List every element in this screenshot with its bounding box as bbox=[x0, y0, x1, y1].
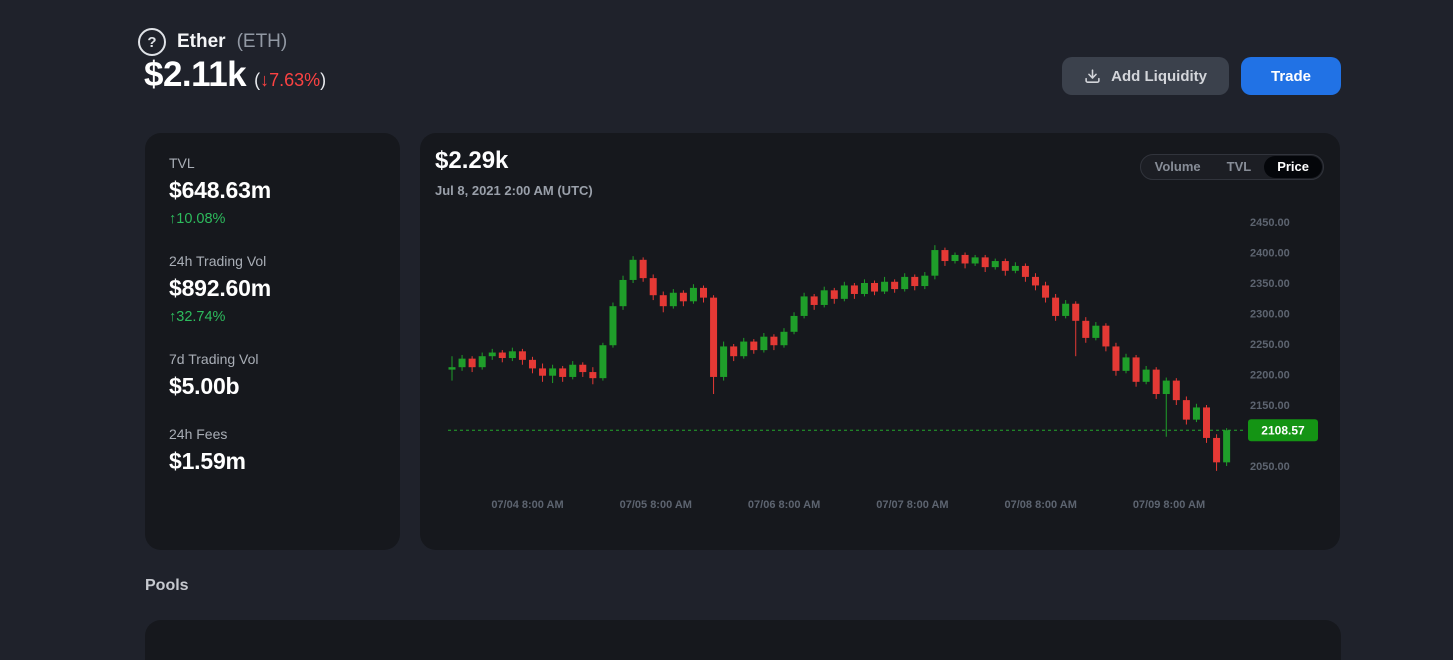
svg-text:07/08 8:00 AM: 07/08 8:00 AM bbox=[1005, 499, 1077, 511]
token-analytics-page: { "header": { "token_icon_glyph": "?", "… bbox=[138, 28, 1341, 660]
price-chart-svg[interactable]: 2450.00 2400.00 2350.00 2300.00 2250.00 2200.… bbox=[420, 133, 1340, 550]
stat-value: $1.59m bbox=[169, 448, 246, 474]
svg-text:2300.00: 2300.00 bbox=[1250, 309, 1290, 321]
svg-text:2250.00: 2250.00 bbox=[1250, 339, 1290, 351]
trade-button[interactable]: Trade bbox=[1241, 57, 1341, 95]
svg-text:07/05 8:00 AM: 07/05 8:00 AM bbox=[620, 499, 692, 511]
svg-text:07/04 8:00 AM: 07/04 8:00 AM bbox=[491, 499, 563, 511]
token-price-row: $2.11k (↓7.63%) bbox=[144, 55, 326, 95]
stat-7d-volume: 7d Trading Vol $5.00b bbox=[169, 351, 376, 400]
svg-text:2200.00: 2200.00 bbox=[1250, 370, 1290, 382]
svg-text:2050.00: 2050.00 bbox=[1250, 461, 1290, 473]
svg-text:07/07 8:00 AM: 07/07 8:00 AM bbox=[876, 499, 948, 511]
token-name: Ether bbox=[177, 31, 226, 52]
svg-text:2108.57: 2108.57 bbox=[1261, 423, 1305, 437]
stat-value: $5.00b bbox=[169, 373, 240, 399]
stat-value: $892.60m bbox=[169, 275, 271, 301]
chart-mode-toggle: Volume TVL Price bbox=[1139, 154, 1324, 180]
stat-24h-volume: 24h Trading Vol $892.60m ↑32.74% bbox=[169, 253, 376, 325]
price-change-value: ↓7.63% bbox=[260, 70, 321, 90]
price-change: (↓7.63%) bbox=[254, 70, 326, 91]
svg-text:2350.00: 2350.00 bbox=[1250, 278, 1290, 290]
token-symbol: (ETH) bbox=[236, 31, 288, 52]
pools-heading: Pools bbox=[145, 577, 189, 594]
trade-label: Trade bbox=[1270, 67, 1312, 85]
stat-tvl: TVL $648.63m ↑10.08% bbox=[169, 155, 376, 227]
price-change-close-paren: ) bbox=[320, 70, 327, 90]
toggle-option-volume[interactable]: Volume bbox=[1154, 159, 1201, 174]
header-actions: Add Liquidity Trade bbox=[1062, 57, 1341, 95]
chart-hover-date: Jul 8, 2021 2:00 AM (UTC) bbox=[435, 183, 593, 198]
add-liquidity-label: Add Liquidity bbox=[1111, 67, 1207, 85]
toggle-option-tvl[interactable]: TVL bbox=[1226, 159, 1252, 174]
price-change-open-paren: ( bbox=[254, 70, 261, 90]
stat-24h-fees: 24h Fees $1.59m bbox=[169, 426, 376, 475]
stat-label: 24h Fees bbox=[169, 426, 228, 442]
token-price: $2.11k bbox=[144, 55, 247, 94]
token-header: ? Ether (ETH) bbox=[138, 28, 287, 56]
stat-label: 7d Trading Vol bbox=[169, 351, 259, 367]
svg-text:07/09 8:00 AM: 07/09 8:00 AM bbox=[1133, 499, 1205, 511]
toggle-option-price[interactable]: Price bbox=[1264, 156, 1322, 178]
svg-text:2400.00: 2400.00 bbox=[1250, 248, 1290, 260]
svg-text:2150.00: 2150.00 bbox=[1250, 400, 1290, 412]
stat-change: ↑32.74% bbox=[169, 309, 226, 325]
pools-table-card bbox=[145, 620, 1341, 660]
download-icon bbox=[1085, 68, 1100, 83]
add-liquidity-button[interactable]: Add Liquidity bbox=[1062, 57, 1229, 95]
question-mark-token-icon: ? bbox=[138, 28, 166, 56]
chart-hover-value: $2.29k bbox=[435, 147, 509, 174]
token-stats-card: TVL $648.63m ↑10.08% 24h Trading Vol $89… bbox=[145, 133, 400, 550]
svg-text:07/06 8:00 AM: 07/06 8:00 AM bbox=[748, 499, 820, 511]
price-chart-card: 2450.00 2400.00 2350.00 2300.00 2250.00 2200.… bbox=[420, 133, 1340, 550]
stat-label: 24h Trading Vol bbox=[169, 253, 267, 269]
stat-value: $648.63m bbox=[169, 177, 271, 203]
stat-change: ↑10.08% bbox=[169, 211, 226, 227]
stat-label: TVL bbox=[169, 155, 195, 171]
svg-text:2450.00: 2450.00 bbox=[1250, 217, 1290, 229]
